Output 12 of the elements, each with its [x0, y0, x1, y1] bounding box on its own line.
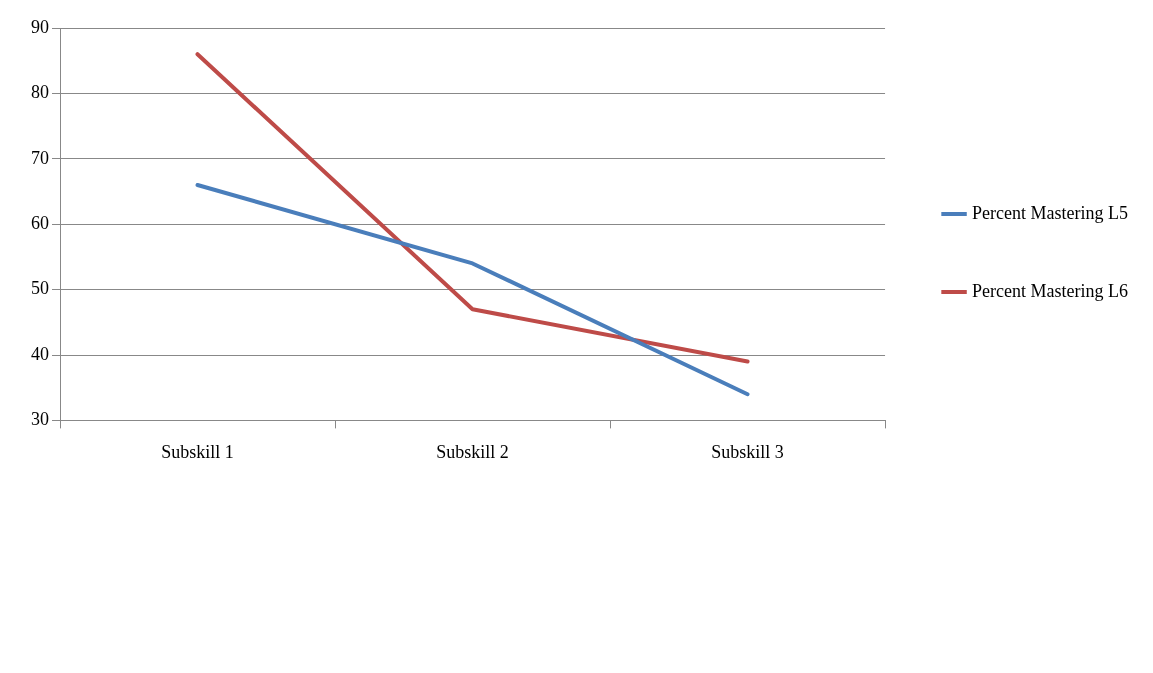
legend-label: Percent Mastering L6 — [972, 280, 1128, 301]
y-tick-label: 70 — [31, 147, 49, 168]
y-tick-label: 80 — [31, 82, 49, 103]
legend-label: Percent Mastering L5 — [972, 202, 1128, 223]
x-tick-label: Subskill 1 — [161, 441, 234, 462]
y-tick-label: 90 — [31, 16, 49, 37]
y-tick-label: 60 — [31, 212, 49, 233]
x-tick-label: Subskill 3 — [711, 441, 784, 462]
x-tick-label: Subskill 2 — [436, 441, 509, 462]
y-tick-label: 50 — [31, 278, 49, 299]
y-tick-label: 30 — [31, 409, 49, 430]
y-tick-label: 40 — [31, 343, 49, 364]
